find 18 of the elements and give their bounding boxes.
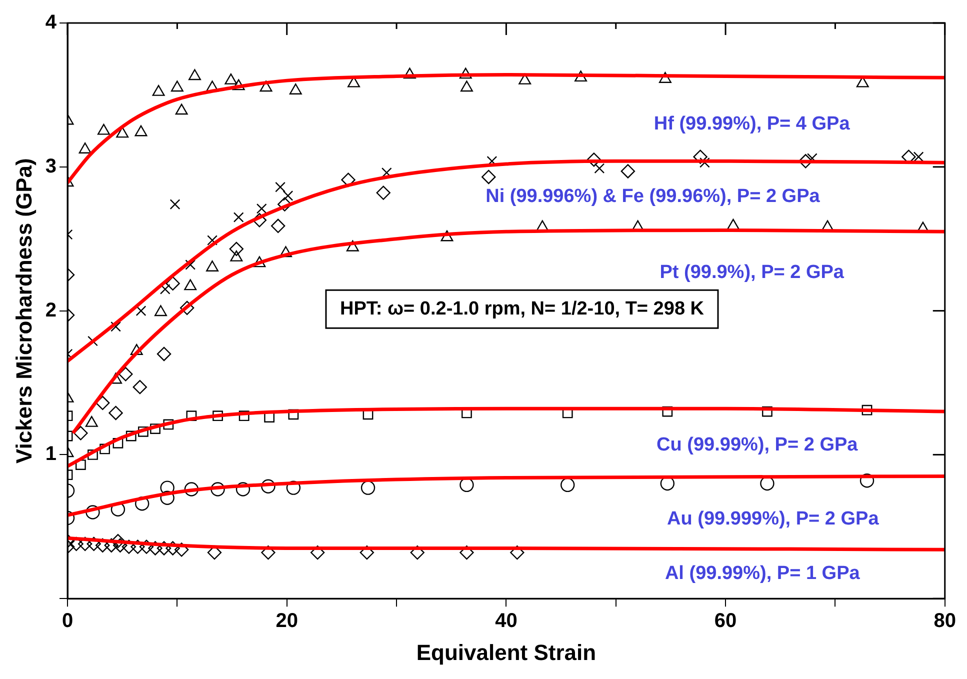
annotation: Hf (99.99%), P= 4 GPa [654,114,850,135]
y-tick-label: 1 [45,443,57,466]
annotation: Ni (99.996%) & Fe (99.96%), P= 2 GPa [486,186,820,208]
y-axis-title: Vickers Microhardness (GPa) [11,158,36,464]
y-tick-label: 3 [45,155,57,178]
annotation: Pt (99.9%), P= 2 GPa [660,262,844,284]
annotation: Cu (99.99%), P= 2 GPa [656,434,858,456]
x-tick-label: 60 [714,610,737,632]
x-tick-label: 40 [495,610,518,632]
y-tick-label: 4 [45,12,58,34]
annotation: Al (99.99%), P= 1 GPa [664,563,860,584]
x-tick-label: 80 [934,610,956,632]
y-tick-label: 2 [45,299,57,322]
annotation: Au (99.999%), P= 2 GPa [667,508,880,530]
x-tick-label: 20 [276,610,298,632]
annotation: HPT: ω= 0.2-1.0 rpm, N= 1/2-10, T= 298 K [340,298,704,320]
x-tick-label: 0 [62,610,74,632]
x-axis-title: Equivalent Strain [416,640,596,665]
